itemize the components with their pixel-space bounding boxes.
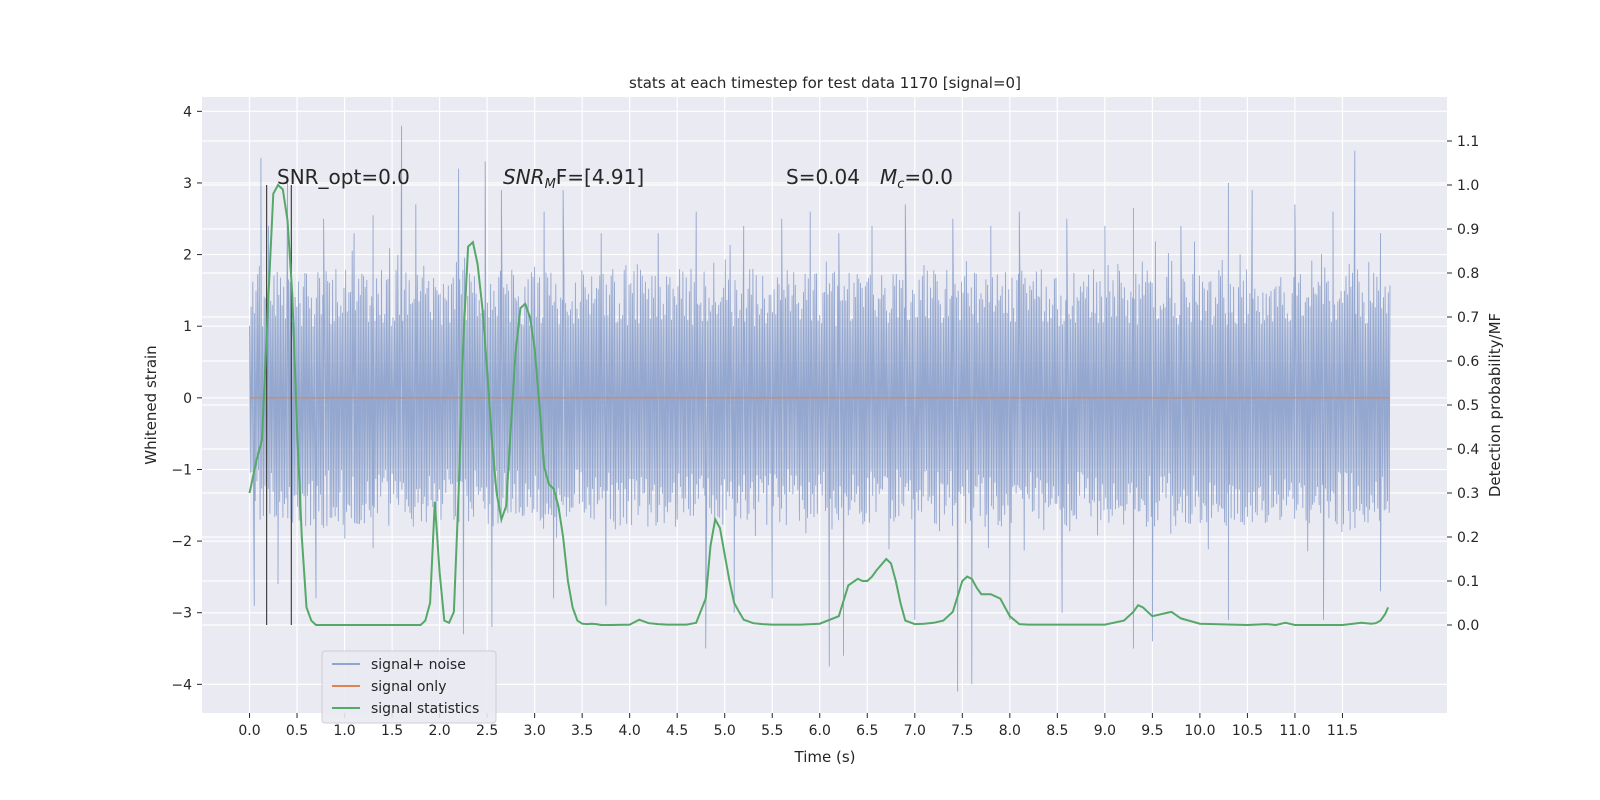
x-tick-label: 9.5 — [1141, 723, 1163, 739]
x-tick-label: 10.5 — [1232, 723, 1263, 739]
x-tick-label: 7.0 — [904, 723, 926, 739]
mc-rest: =0.0 — [904, 165, 953, 189]
legend-label-signal-only: signal only — [371, 679, 446, 695]
chart-title: stats at each timestep for test data 117… — [629, 74, 1021, 92]
x-tick-label: 9.0 — [1094, 723, 1116, 739]
y2-tick-label: 1.0 — [1457, 178, 1479, 194]
snr-mf-sub: M — [545, 177, 556, 192]
s-annotation: S=0.04 — [786, 165, 860, 189]
x-tick-label: 3.5 — [571, 723, 593, 739]
snr-mf-annotation: SNRMF=[4.91] — [503, 165, 644, 192]
x-tick-label: 0.0 — [238, 723, 260, 739]
y-axis-label: Whitened strain — [142, 345, 160, 464]
mc-sub: c — [897, 177, 904, 192]
x-tick-label: 5.5 — [761, 723, 783, 739]
snr-mf-base: SNR — [503, 165, 545, 189]
y2-tick-label: 0.2 — [1457, 530, 1479, 546]
legend-label-signal-noise: signal+ noise — [371, 657, 466, 673]
x-tick-label: 8.0 — [999, 723, 1021, 739]
x-tick-label: 2.5 — [476, 723, 498, 739]
y2-tick-label: 0.6 — [1457, 354, 1479, 370]
y2-tick-label: 0.0 — [1457, 618, 1479, 634]
y2-tick-label: 0.4 — [1457, 442, 1479, 458]
y-tick-label: −3 — [171, 606, 192, 622]
x-tick-label: 8.5 — [1046, 723, 1068, 739]
data-layer — [248, 125, 1391, 692]
snr-mf-rest: F=[4.91] — [556, 165, 644, 189]
y2-tick-label: 0.8 — [1457, 266, 1479, 282]
x-tick-label: 11.5 — [1327, 723, 1358, 739]
x-tick-label: 6.5 — [856, 723, 878, 739]
legend-box — [321, 650, 497, 724]
y-tick-label: 2 — [183, 248, 192, 264]
y2-tick-label: 0.3 — [1457, 486, 1479, 502]
y-tick-label: 1 — [183, 319, 192, 335]
y2-tick-label: 0.5 — [1457, 398, 1479, 414]
y-tick-label: −2 — [171, 534, 192, 550]
y-tick-label: 0 — [183, 391, 192, 407]
x-tick-label: 11.0 — [1279, 723, 1310, 739]
y-tick-label: 4 — [183, 104, 192, 120]
y2-tick-label: 0.9 — [1457, 222, 1479, 238]
x-tick-label: 10.0 — [1184, 723, 1215, 739]
x-tick-label: 4.5 — [666, 723, 688, 739]
y2-axis-label: Detection probability/MF — [1486, 313, 1504, 497]
legend: signal+ noise signal only signal statist… — [321, 650, 497, 724]
ticks: 0.0 0.5 1.0 1.5 2.0 2.5 3.0 3.5 4.0 4.5 5.0 5.5 6.0 6… — [171, 104, 1479, 739]
snr-opt-annotation: SNR_opt=0.0 — [277, 165, 410, 189]
x-tick-label: 1.5 — [381, 723, 403, 739]
y-tick-label: −1 — [171, 462, 192, 478]
x-axis-label: Time (s) — [794, 748, 856, 766]
x-tick-label: 5.0 — [714, 723, 736, 739]
x-tick-label: 6.0 — [809, 723, 831, 739]
mc-base: M — [880, 165, 897, 189]
series-signal-statistics — [248, 183, 1390, 627]
mc-annotation: Mc=0.0 — [880, 165, 953, 192]
x-tick-label: 7.5 — [951, 723, 973, 739]
x-tick-label: 0.5 — [286, 723, 308, 739]
legend-label-signal-statistics: signal statistics — [371, 701, 479, 717]
x-tick-label: 3.0 — [524, 723, 546, 739]
x-tick-label: 2.0 — [428, 723, 450, 739]
x-tick-label: 4.0 — [619, 723, 641, 739]
y-tick-label: −4 — [171, 677, 192, 693]
y2-tick-label: 1.1 — [1457, 134, 1479, 150]
y2-tick-label: 0.7 — [1457, 310, 1479, 326]
y-tick-label: 3 — [183, 176, 192, 192]
x-tick-label: 1.0 — [333, 723, 355, 739]
y2-tick-label: 0.1 — [1457, 574, 1479, 590]
